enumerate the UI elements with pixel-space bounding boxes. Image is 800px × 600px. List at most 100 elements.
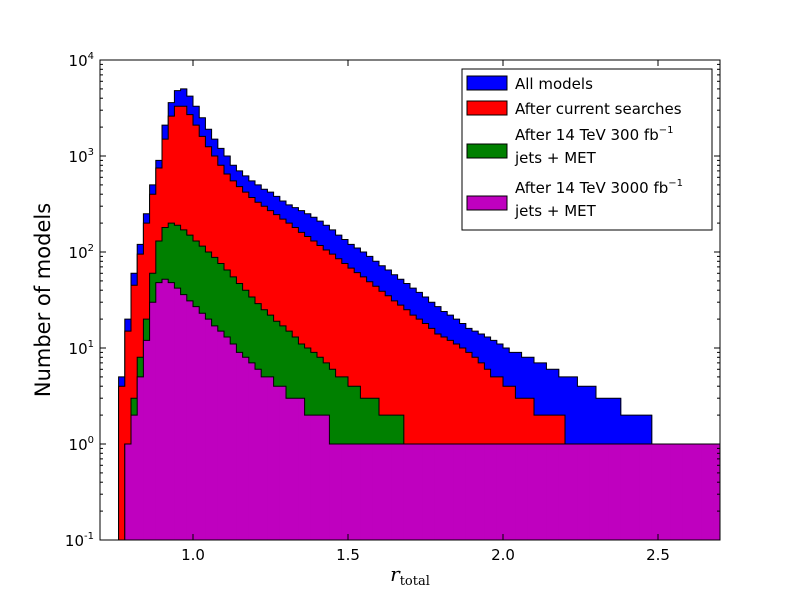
histogram-bars [118,88,721,541]
legend-label-300fb-sup: −1 [659,125,674,136]
bar [676,444,684,540]
bar [428,328,436,540]
bar [124,331,132,540]
bar [670,444,677,540]
bar [193,306,200,540]
bar [645,444,653,540]
legend-swatch-300fb [466,143,508,159]
bar [403,444,411,540]
bar [186,300,194,540]
legend-label-3000fb: After 14 TeV 3000 fb−1 [515,178,683,197]
bar [602,444,609,540]
legend-label-3000fb-main: After 14 TeV 3000 fb [515,179,668,197]
series-3 [118,278,721,541]
bar [366,444,374,540]
bar [527,444,535,540]
bar [608,444,615,540]
bar [174,288,181,540]
series-outline [118,88,721,540]
bar [372,444,380,540]
bar [614,444,622,540]
bar [323,415,330,540]
bar [162,279,169,540]
bar [180,294,188,540]
y-tick-label: 102 [69,243,94,262]
legend-label-300fb-line2: jets + MET [514,149,597,167]
bar [484,444,491,540]
bar [490,444,498,540]
bar [205,319,212,540]
bar [410,444,417,540]
y-tick-label: 104 [69,51,94,70]
x-tick-label: 1.5 [336,546,360,564]
bar [242,357,250,540]
series-outline [118,105,721,540]
bar [441,444,448,540]
bar [292,398,299,540]
bar [155,282,163,540]
y-tick-label: 10-1 [65,531,94,550]
bar [713,444,721,540]
bar [583,444,591,540]
legend-label-300fb-main: After 14 TeV 300 fb [515,126,659,144]
bar [279,386,287,540]
bar [354,444,361,540]
x-axis-ticks: 1.0 1.5 2.0 2.5 [181,60,670,564]
bar [335,444,343,540]
bar [571,444,578,540]
bar [509,444,516,540]
bar [558,444,566,540]
legend-swatch-after-current-searches [466,100,508,116]
bar [441,337,448,540]
legend-label-after-current-searches: After current searches [515,100,682,118]
bar [385,444,392,540]
bar [236,352,243,540]
bar [397,444,405,540]
bar [503,444,510,540]
bar [707,444,715,540]
bar [137,376,144,540]
x-tick-label: 1.0 [181,546,205,564]
bar [255,369,262,540]
bar [211,325,219,540]
bar [478,444,485,540]
bar [472,444,479,540]
bar [577,444,584,540]
x-axis-label-main: r [390,562,401,586]
bar [459,444,467,540]
bar [434,444,442,540]
bar [317,415,324,540]
bar [248,362,256,540]
axes-frame [99,59,721,541]
bar [416,319,423,540]
bar [596,444,603,540]
bar [379,444,386,540]
legend-label-all-models: All models [515,75,593,93]
x-axis-label: rtotal [390,562,430,589]
bar [447,340,454,540]
bar [329,444,336,540]
legend-label-3000fb-line2: jets + MET [514,202,597,220]
bar [224,337,231,540]
bar [422,444,429,540]
bar [620,444,628,540]
bar [391,444,398,540]
bar [199,313,206,540]
bar [546,444,553,540]
bar [701,444,708,540]
bar [682,444,690,540]
bar [416,444,423,540]
bar [496,444,504,540]
bar [515,444,522,540]
bar [422,323,429,540]
bar [627,444,634,540]
y-axis-ticks: 10-1 100 101 102 103 104 [65,51,720,550]
bar [267,376,274,540]
bar [589,444,597,540]
bar [658,444,665,540]
bar [230,344,237,540]
x-tick-label: 2.0 [491,546,515,564]
bar [428,444,436,540]
bar [453,344,460,540]
